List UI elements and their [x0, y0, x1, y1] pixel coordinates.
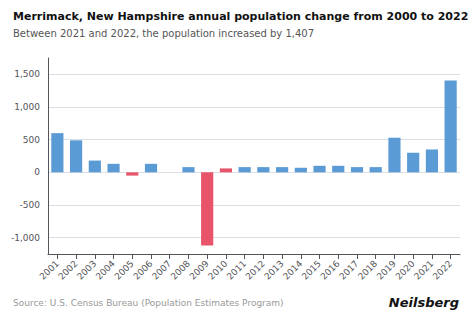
svg-text:0: 0 — [34, 167, 40, 177]
svg-text:Between 2021 and 2022, the pop: Between 2021 and 2022, the population in… — [13, 28, 314, 39]
svg-text:2016: 2016 — [319, 258, 342, 281]
svg-text:Source: U.S. Census Bureau (Po: Source: U.S. Census Bureau (Population E… — [13, 298, 284, 308]
svg-text:2015: 2015 — [300, 258, 323, 281]
svg-text:2018: 2018 — [356, 258, 379, 281]
svg-text:2020: 2020 — [393, 258, 416, 281]
svg-text:2001: 2001 — [38, 258, 61, 281]
svg-text:Merrimack, New Hampshire annua: Merrimack, New Hampshire annual populati… — [13, 10, 468, 23]
svg-text:2002: 2002 — [56, 258, 79, 281]
svg-text:2007: 2007 — [150, 258, 173, 281]
svg-text:2006: 2006 — [131, 258, 154, 281]
svg-text:2019: 2019 — [375, 258, 398, 281]
svg-text:2014: 2014 — [281, 258, 304, 281]
svg-text:1,000: 1,000 — [14, 102, 40, 112]
svg-text:2005: 2005 — [113, 258, 136, 281]
svg-text:Neilsberg: Neilsberg — [389, 295, 459, 310]
svg-text:2012: 2012 — [244, 258, 267, 281]
svg-text:2004: 2004 — [94, 258, 117, 281]
svg-text:-500: -500 — [20, 200, 41, 210]
svg-text:2008: 2008 — [169, 258, 192, 281]
svg-text:2003: 2003 — [75, 258, 98, 281]
svg-text:500: 500 — [23, 135, 40, 145]
svg-text:-1,000: -1,000 — [11, 233, 40, 243]
svg-text:1,500: 1,500 — [14, 69, 40, 79]
svg-text:2011: 2011 — [225, 258, 248, 281]
svg-text:2009: 2009 — [187, 258, 210, 281]
svg-text:2013: 2013 — [262, 258, 285, 281]
svg-text:2010: 2010 — [206, 258, 229, 281]
svg-text:2017: 2017 — [337, 258, 360, 281]
svg-text:2022: 2022 — [431, 258, 454, 281]
svg-text:2021: 2021 — [412, 258, 435, 281]
